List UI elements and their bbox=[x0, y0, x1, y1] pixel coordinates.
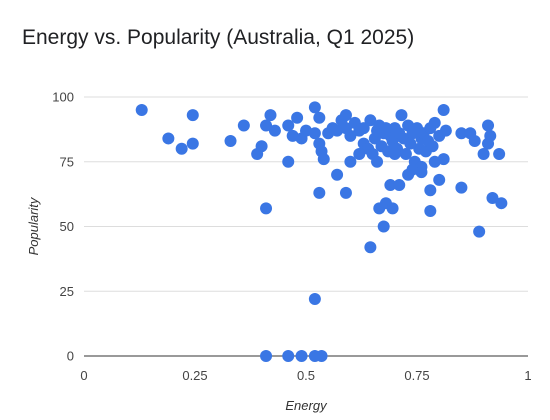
data-point bbox=[415, 166, 428, 179]
data-point bbox=[486, 192, 499, 205]
data-point bbox=[264, 109, 277, 122]
data-point bbox=[402, 168, 415, 181]
x-tick-label: 0.5 bbox=[297, 368, 315, 383]
data-point bbox=[364, 114, 377, 127]
data-point bbox=[339, 109, 352, 122]
data-point bbox=[468, 135, 481, 148]
data-point bbox=[291, 111, 304, 124]
data-point bbox=[313, 111, 326, 124]
data-point bbox=[484, 129, 497, 142]
data-point bbox=[473, 225, 486, 238]
data-point bbox=[308, 293, 321, 306]
data-point bbox=[162, 132, 175, 145]
y-tick-label: 25 bbox=[60, 284, 74, 299]
y-axis-title: Popularity bbox=[26, 196, 41, 255]
data-point bbox=[282, 350, 295, 362]
x-axis-title: Energy bbox=[285, 398, 328, 413]
y-tick-label: 75 bbox=[60, 154, 74, 169]
data-point bbox=[404, 137, 417, 150]
data-point bbox=[493, 147, 506, 160]
data-point bbox=[477, 147, 490, 160]
data-point bbox=[268, 124, 281, 137]
chart-title: Energy vs. Popularity (Australia, Q1 202… bbox=[22, 26, 415, 49]
data-point bbox=[282, 119, 295, 132]
data-point bbox=[308, 101, 321, 114]
data-point bbox=[377, 220, 390, 233]
data-point bbox=[455, 181, 468, 194]
y-tick-label: 0 bbox=[67, 349, 74, 364]
data-point bbox=[344, 129, 357, 142]
data-point bbox=[426, 140, 439, 153]
data-point bbox=[315, 350, 328, 362]
data-point bbox=[260, 350, 273, 362]
data-point bbox=[260, 119, 273, 132]
data-point bbox=[186, 137, 199, 150]
data-point bbox=[339, 186, 352, 199]
data-point bbox=[437, 103, 450, 116]
y-tick-label: 100 bbox=[52, 90, 74, 105]
x-tick-label: 0.25 bbox=[182, 368, 207, 383]
data-point bbox=[371, 155, 384, 168]
data-point bbox=[395, 109, 408, 122]
data-point bbox=[135, 103, 148, 116]
data-point bbox=[308, 127, 321, 140]
data-point bbox=[357, 122, 370, 135]
data-point bbox=[313, 186, 326, 199]
data-point bbox=[260, 202, 273, 215]
data-point bbox=[455, 127, 468, 140]
data-point bbox=[317, 153, 330, 166]
data-point bbox=[255, 140, 268, 153]
x-tick-label: 0 bbox=[80, 368, 87, 383]
data-point bbox=[439, 124, 452, 137]
data-point bbox=[353, 147, 366, 160]
data-point bbox=[424, 184, 437, 197]
data-point bbox=[295, 350, 308, 362]
data-point bbox=[344, 155, 357, 168]
data-point bbox=[364, 241, 377, 254]
data-point bbox=[331, 168, 344, 181]
data-point bbox=[437, 153, 450, 166]
data-point bbox=[224, 135, 237, 148]
data-point bbox=[424, 204, 437, 217]
x-tick-label: 0.75 bbox=[404, 368, 429, 383]
data-point bbox=[386, 202, 399, 215]
data-point bbox=[384, 179, 397, 192]
data-point bbox=[186, 109, 199, 122]
data-point bbox=[399, 147, 412, 160]
data-point bbox=[482, 119, 495, 132]
data-point bbox=[237, 119, 250, 132]
data-point bbox=[388, 147, 401, 160]
data-point bbox=[495, 197, 508, 210]
data-point bbox=[433, 173, 446, 186]
x-tick-label: 1 bbox=[524, 368, 531, 383]
data-point bbox=[393, 179, 406, 192]
data-point bbox=[282, 155, 295, 168]
data-point bbox=[175, 142, 188, 155]
data-point bbox=[428, 116, 441, 129]
y-tick-label: 50 bbox=[60, 219, 74, 234]
